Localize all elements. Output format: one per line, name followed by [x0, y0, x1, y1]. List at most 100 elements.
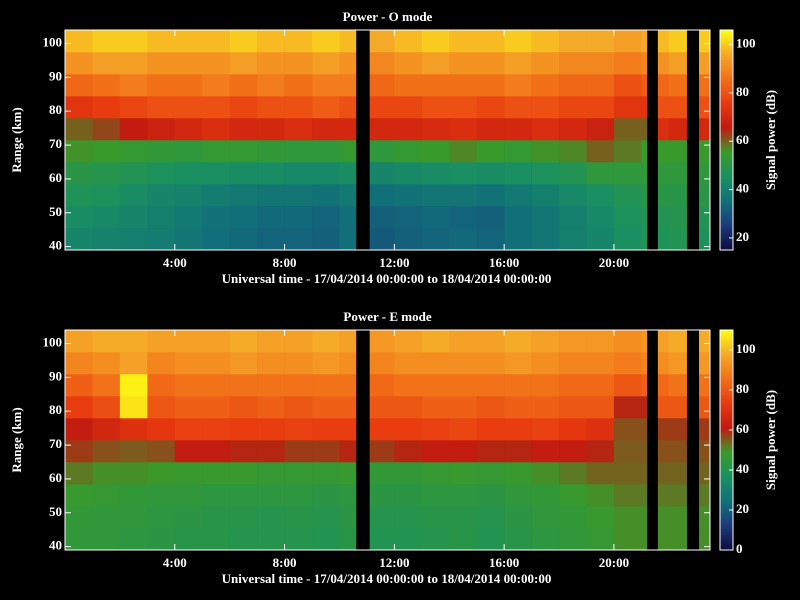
heatmap-cell [668, 484, 687, 507]
heatmap-cell [147, 330, 176, 353]
heatmap-cell [668, 162, 687, 185]
heatmap-cell [312, 352, 340, 375]
heatmap-cell [174, 96, 203, 119]
heatmap-cell [657, 118, 670, 141]
heatmap-cell [174, 118, 203, 141]
colorbar-frame [719, 329, 734, 551]
heatmap-cell [449, 74, 478, 97]
heatmap-cell [92, 396, 121, 419]
heatmap-cell [394, 96, 423, 119]
heatmap-cell [339, 228, 357, 251]
heatmap-cell [229, 74, 258, 97]
heatmap-cell [586, 206, 615, 229]
heatmap-cell [394, 30, 423, 53]
heatmap-cell [92, 140, 121, 163]
heatmap-cell [559, 74, 587, 97]
y-tick-label: 80 [49, 402, 62, 417]
heatmap-cell [394, 140, 423, 163]
colorbar-tick-label: 60 [736, 421, 749, 436]
heatmap-cell [613, 506, 642, 529]
heatmap-cell [369, 330, 395, 353]
heatmap-cell [699, 374, 711, 397]
heatmap-cell [147, 184, 176, 207]
heatmap-cell [668, 506, 687, 529]
heatmap-cell [699, 462, 711, 485]
heatmap-cell [449, 418, 478, 441]
heatmap-cell [257, 184, 285, 207]
heatmap-cell [699, 506, 711, 529]
heatmap-cell [421, 162, 450, 185]
heatmap-cell [613, 396, 642, 419]
heatmap-cell [476, 418, 505, 441]
heatmap-cell [657, 206, 670, 229]
heatmap-cell [229, 528, 258, 551]
heatmap-cell [312, 74, 340, 97]
heatmap-cell [257, 30, 285, 53]
heatmap-cell [65, 118, 93, 141]
heatmap-cell [613, 52, 642, 75]
heatmap-cell [421, 506, 450, 529]
heatmap-cell [449, 440, 478, 463]
x-tick-label: 8:00 [273, 255, 297, 270]
heatmap-cell [312, 506, 340, 529]
heatmap-cell [421, 52, 450, 75]
heatmap-cell [657, 52, 670, 75]
heatmap-cell [147, 140, 176, 163]
heatmap-cell [174, 528, 203, 551]
heatmap-cell [586, 374, 615, 397]
heatmap-cell [229, 52, 258, 75]
heatmap-cell [668, 184, 687, 207]
heatmap-cell [641, 140, 648, 163]
heatmap-cell [613, 330, 642, 353]
heatmap-cell [476, 528, 505, 551]
heatmap-cell [449, 162, 478, 185]
heatmap-cell [641, 96, 648, 119]
heatmap-cell [312, 52, 340, 75]
heatmap-cell [476, 506, 505, 529]
heatmap-cell [284, 352, 313, 375]
heatmap-cell [394, 74, 423, 97]
heatmap-cell [284, 418, 313, 441]
heatmap-cell [92, 30, 121, 53]
heatmap-cell [119, 162, 148, 185]
heatmap-cell [641, 396, 648, 419]
heatmap-cell [449, 52, 478, 75]
heatmap-cell [369, 528, 395, 551]
y-axis-label: Range (km) [9, 407, 24, 472]
heatmap-cell [504, 374, 532, 397]
heatmap-cell [284, 228, 313, 251]
colorbar [720, 30, 733, 250]
heatmap-cell [257, 396, 285, 419]
heatmap-cell [119, 330, 148, 353]
heatmap-cell [92, 506, 121, 529]
heatmap-cell [312, 140, 340, 163]
heatmap-cell [504, 352, 532, 375]
y-axis-label: Range (km) [9, 107, 24, 172]
heatmap-cell [657, 330, 670, 353]
heatmap-cell [119, 118, 148, 141]
heatmap-cell [202, 528, 230, 551]
heatmap-cell [586, 74, 615, 97]
x-tick-label: 8:00 [273, 555, 297, 570]
heatmap-cell [339, 330, 357, 353]
heatmap-cell [531, 396, 560, 419]
heatmap-cell [394, 118, 423, 141]
heatmap-cell [119, 528, 148, 551]
heatmap-cell [65, 528, 93, 551]
heatmap-cell [202, 418, 230, 441]
heatmap-cell [531, 374, 560, 397]
heatmap-cell [394, 506, 423, 529]
heatmap-cell [339, 206, 357, 229]
heatmap-cell [369, 140, 395, 163]
heatmap-cell [284, 140, 313, 163]
heatmap-cell [559, 228, 587, 251]
heatmap-cell [174, 374, 203, 397]
heatmap-cell [421, 330, 450, 353]
heatmap-cell [369, 30, 395, 53]
heatmap-cell [119, 396, 148, 419]
heatmap-cell [531, 162, 560, 185]
heatmap-cell [257, 440, 285, 463]
heatmap-cell [229, 374, 258, 397]
heatmap-cell [613, 206, 642, 229]
heatmap-cell [668, 52, 687, 75]
